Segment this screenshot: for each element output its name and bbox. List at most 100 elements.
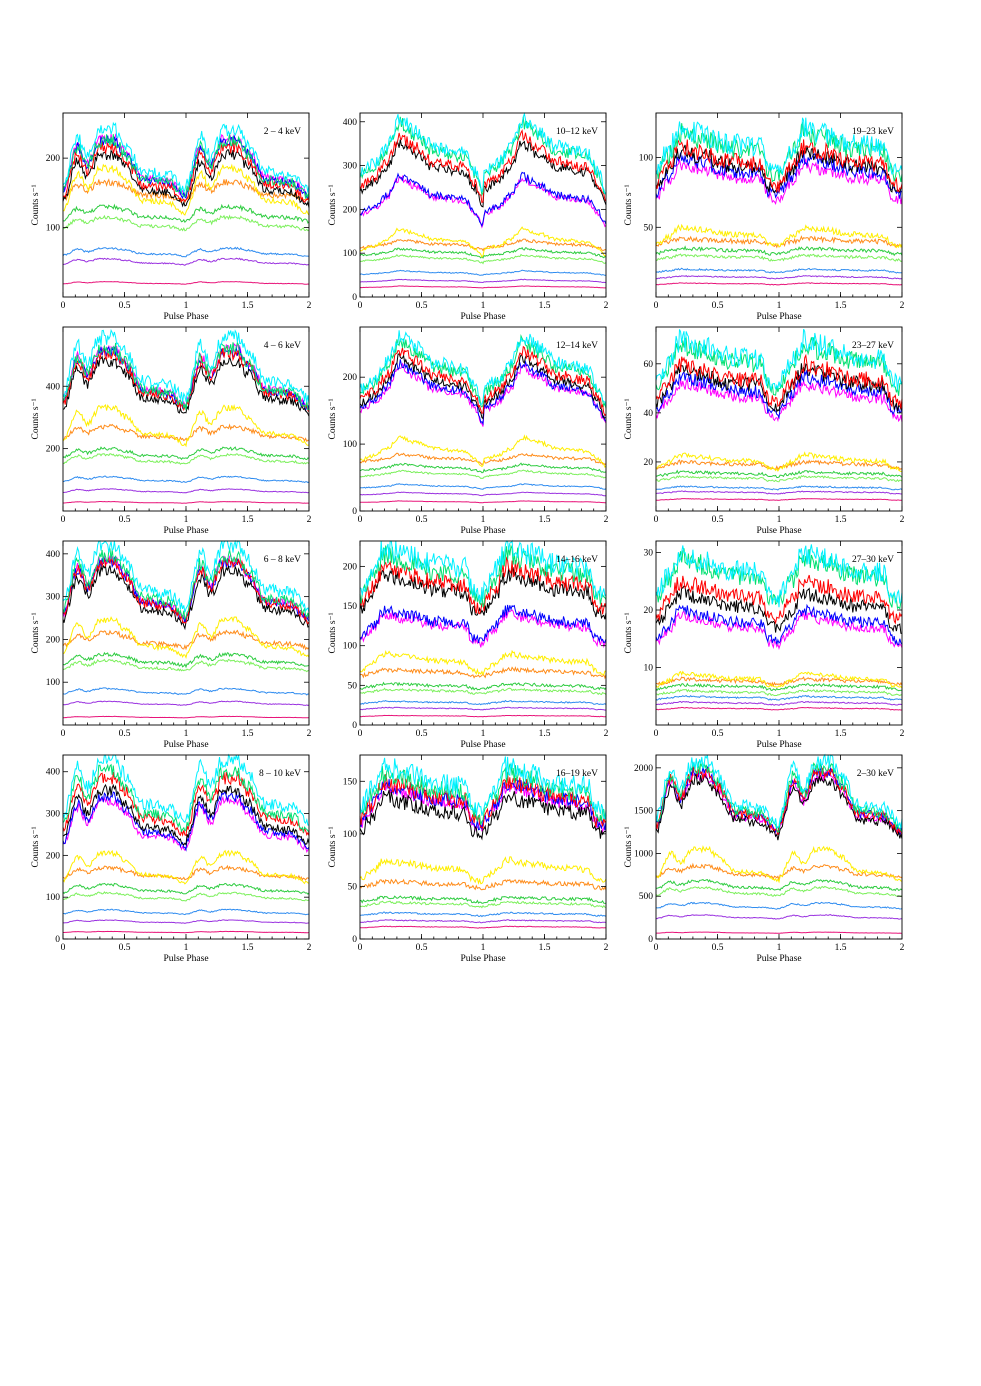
- series-line-5: [655, 879, 903, 892]
- x-tick-label: 0.5: [416, 301, 428, 311]
- series-line-1: [63, 715, 310, 719]
- y-tick-label: 400: [46, 550, 61, 560]
- energy-band-label: 2–30 keV: [857, 769, 894, 779]
- y-tick-label: 60: [644, 360, 654, 370]
- x-tick-label: 2: [604, 301, 609, 311]
- x-tick-label: 1.5: [242, 301, 254, 311]
- series-line-11: [359, 772, 607, 830]
- series-line-12: [655, 548, 903, 610]
- panel-3: 0 0.5 1 1.5 2 50 100 Pulse Phase Counts s⁻¹ 19–23…: [624, 112, 905, 322]
- y-tick-label: 200: [46, 851, 61, 861]
- series-line-7: [359, 434, 607, 469]
- y-tick-label: 0: [352, 293, 357, 303]
- series-line-2: [360, 706, 607, 711]
- series-line-5: [359, 246, 607, 259]
- x-tick-label: 0.5: [416, 729, 428, 739]
- y-tick-label: 300: [343, 162, 358, 172]
- series-line-11: [655, 766, 903, 835]
- series-line-5: [62, 203, 310, 224]
- x-axis-title: Pulse Phase: [460, 526, 505, 536]
- series-line-3: [359, 699, 607, 706]
- x-tick-label: 0: [654, 301, 659, 311]
- x-tick-label: 0: [61, 729, 66, 739]
- series-line-13: [359, 111, 607, 195]
- y-tick-label: 200: [46, 154, 61, 164]
- y-axis-title: Counts s⁻¹: [624, 826, 634, 867]
- x-tick-label: 2: [307, 943, 312, 953]
- x-tick-label: 0: [358, 943, 363, 953]
- x-tick-label: 0: [61, 515, 66, 525]
- series-line-12: [62, 548, 310, 621]
- x-tick-label: 1: [184, 729, 189, 739]
- y-tick-label: 0: [648, 935, 653, 945]
- panel-12: 0 0.5 1 1.5 2 0 500 1000 1500 2000 Pulse Phase Coun…: [624, 753, 905, 964]
- series-line-2: [62, 919, 310, 924]
- series-line-11: [655, 353, 903, 409]
- series-line-1: [656, 931, 902, 934]
- series-line-5: [359, 462, 607, 474]
- x-tick-label: 0.5: [416, 943, 428, 953]
- y-tick-label: 50: [348, 681, 358, 691]
- series-line-8: [359, 362, 607, 427]
- series-line-3: [655, 267, 903, 274]
- x-tick-label: 1: [777, 301, 782, 311]
- series-line-11: [359, 129, 607, 204]
- x-tick-label: 2: [307, 301, 312, 311]
- series-line-2: [359, 919, 607, 924]
- x-tick-label: 0.5: [119, 301, 131, 311]
- x-tick-label: 1: [481, 729, 486, 739]
- series-line-1: [360, 925, 607, 929]
- x-tick-label: 0: [358, 729, 363, 739]
- x-tick-label: 1.5: [242, 943, 254, 953]
- series-line-13: [359, 539, 607, 603]
- series-line-5: [359, 681, 607, 691]
- x-tick-label: 2: [307, 729, 312, 739]
- panel-10: 0 0.5 1 1.5 2 0 100 200 300 400 Pulse Phase Counts …: [31, 753, 312, 964]
- y-axis-title: Counts s⁻¹: [328, 826, 338, 867]
- series-line-5: [655, 682, 903, 692]
- series-line-6: [656, 676, 903, 688]
- y-tick-label: 100: [639, 154, 654, 164]
- series-line-13: [655, 544, 903, 608]
- y-axis-title: Counts s⁻¹: [328, 612, 338, 653]
- series-line-4: [655, 475, 903, 483]
- x-tick-label: 0.5: [416, 515, 428, 525]
- energy-band-label: 14–16 keV: [556, 555, 598, 565]
- y-axis-title: Counts s⁻¹: [624, 184, 634, 225]
- y-tick-label: 20: [644, 458, 654, 468]
- y-tick-label: 200: [343, 205, 358, 215]
- y-tick-label: 150: [343, 602, 358, 612]
- x-tick-label: 0.5: [119, 943, 131, 953]
- series-line-1: [655, 282, 903, 286]
- y-tick-label: 50: [348, 882, 358, 892]
- series-line-3: [359, 483, 607, 490]
- series-line-11: [359, 345, 607, 417]
- series-line-2: [62, 257, 310, 266]
- y-tick-label: 0: [352, 721, 357, 731]
- x-tick-label: 1.5: [539, 729, 551, 739]
- series-line-11: [655, 139, 903, 193]
- y-tick-label: 100: [46, 893, 61, 903]
- panel-7: 0 0.5 1 1.5 2 100 200 300 400 Pulse Phase Counts s…: [31, 539, 312, 750]
- x-tick-label: 1: [481, 943, 486, 953]
- series-line-10: [655, 144, 903, 194]
- x-tick-label: 1.5: [835, 943, 847, 953]
- plot-frame: [655, 112, 903, 298]
- y-tick-label: 0: [55, 935, 60, 945]
- x-tick-label: 1.5: [835, 729, 847, 739]
- y-tick-label: 500: [639, 892, 654, 902]
- y-tick-label: 200: [343, 373, 358, 383]
- series-line-9: [62, 790, 310, 852]
- series-line-6: [359, 238, 607, 252]
- y-tick-label: 50: [644, 223, 654, 233]
- series-line-3: [655, 485, 903, 491]
- series-line-12: [62, 134, 310, 199]
- series-line-13: [62, 121, 310, 194]
- series-line-7: [655, 223, 903, 249]
- x-tick-label: 0.5: [712, 515, 724, 525]
- y-axis-title: Counts s⁻¹: [328, 184, 338, 225]
- energy-band-label: 16–19 keV: [556, 769, 598, 779]
- series-line-11: [655, 574, 903, 625]
- x-tick-label: 1: [777, 943, 782, 953]
- x-tick-label: 1.5: [242, 515, 254, 525]
